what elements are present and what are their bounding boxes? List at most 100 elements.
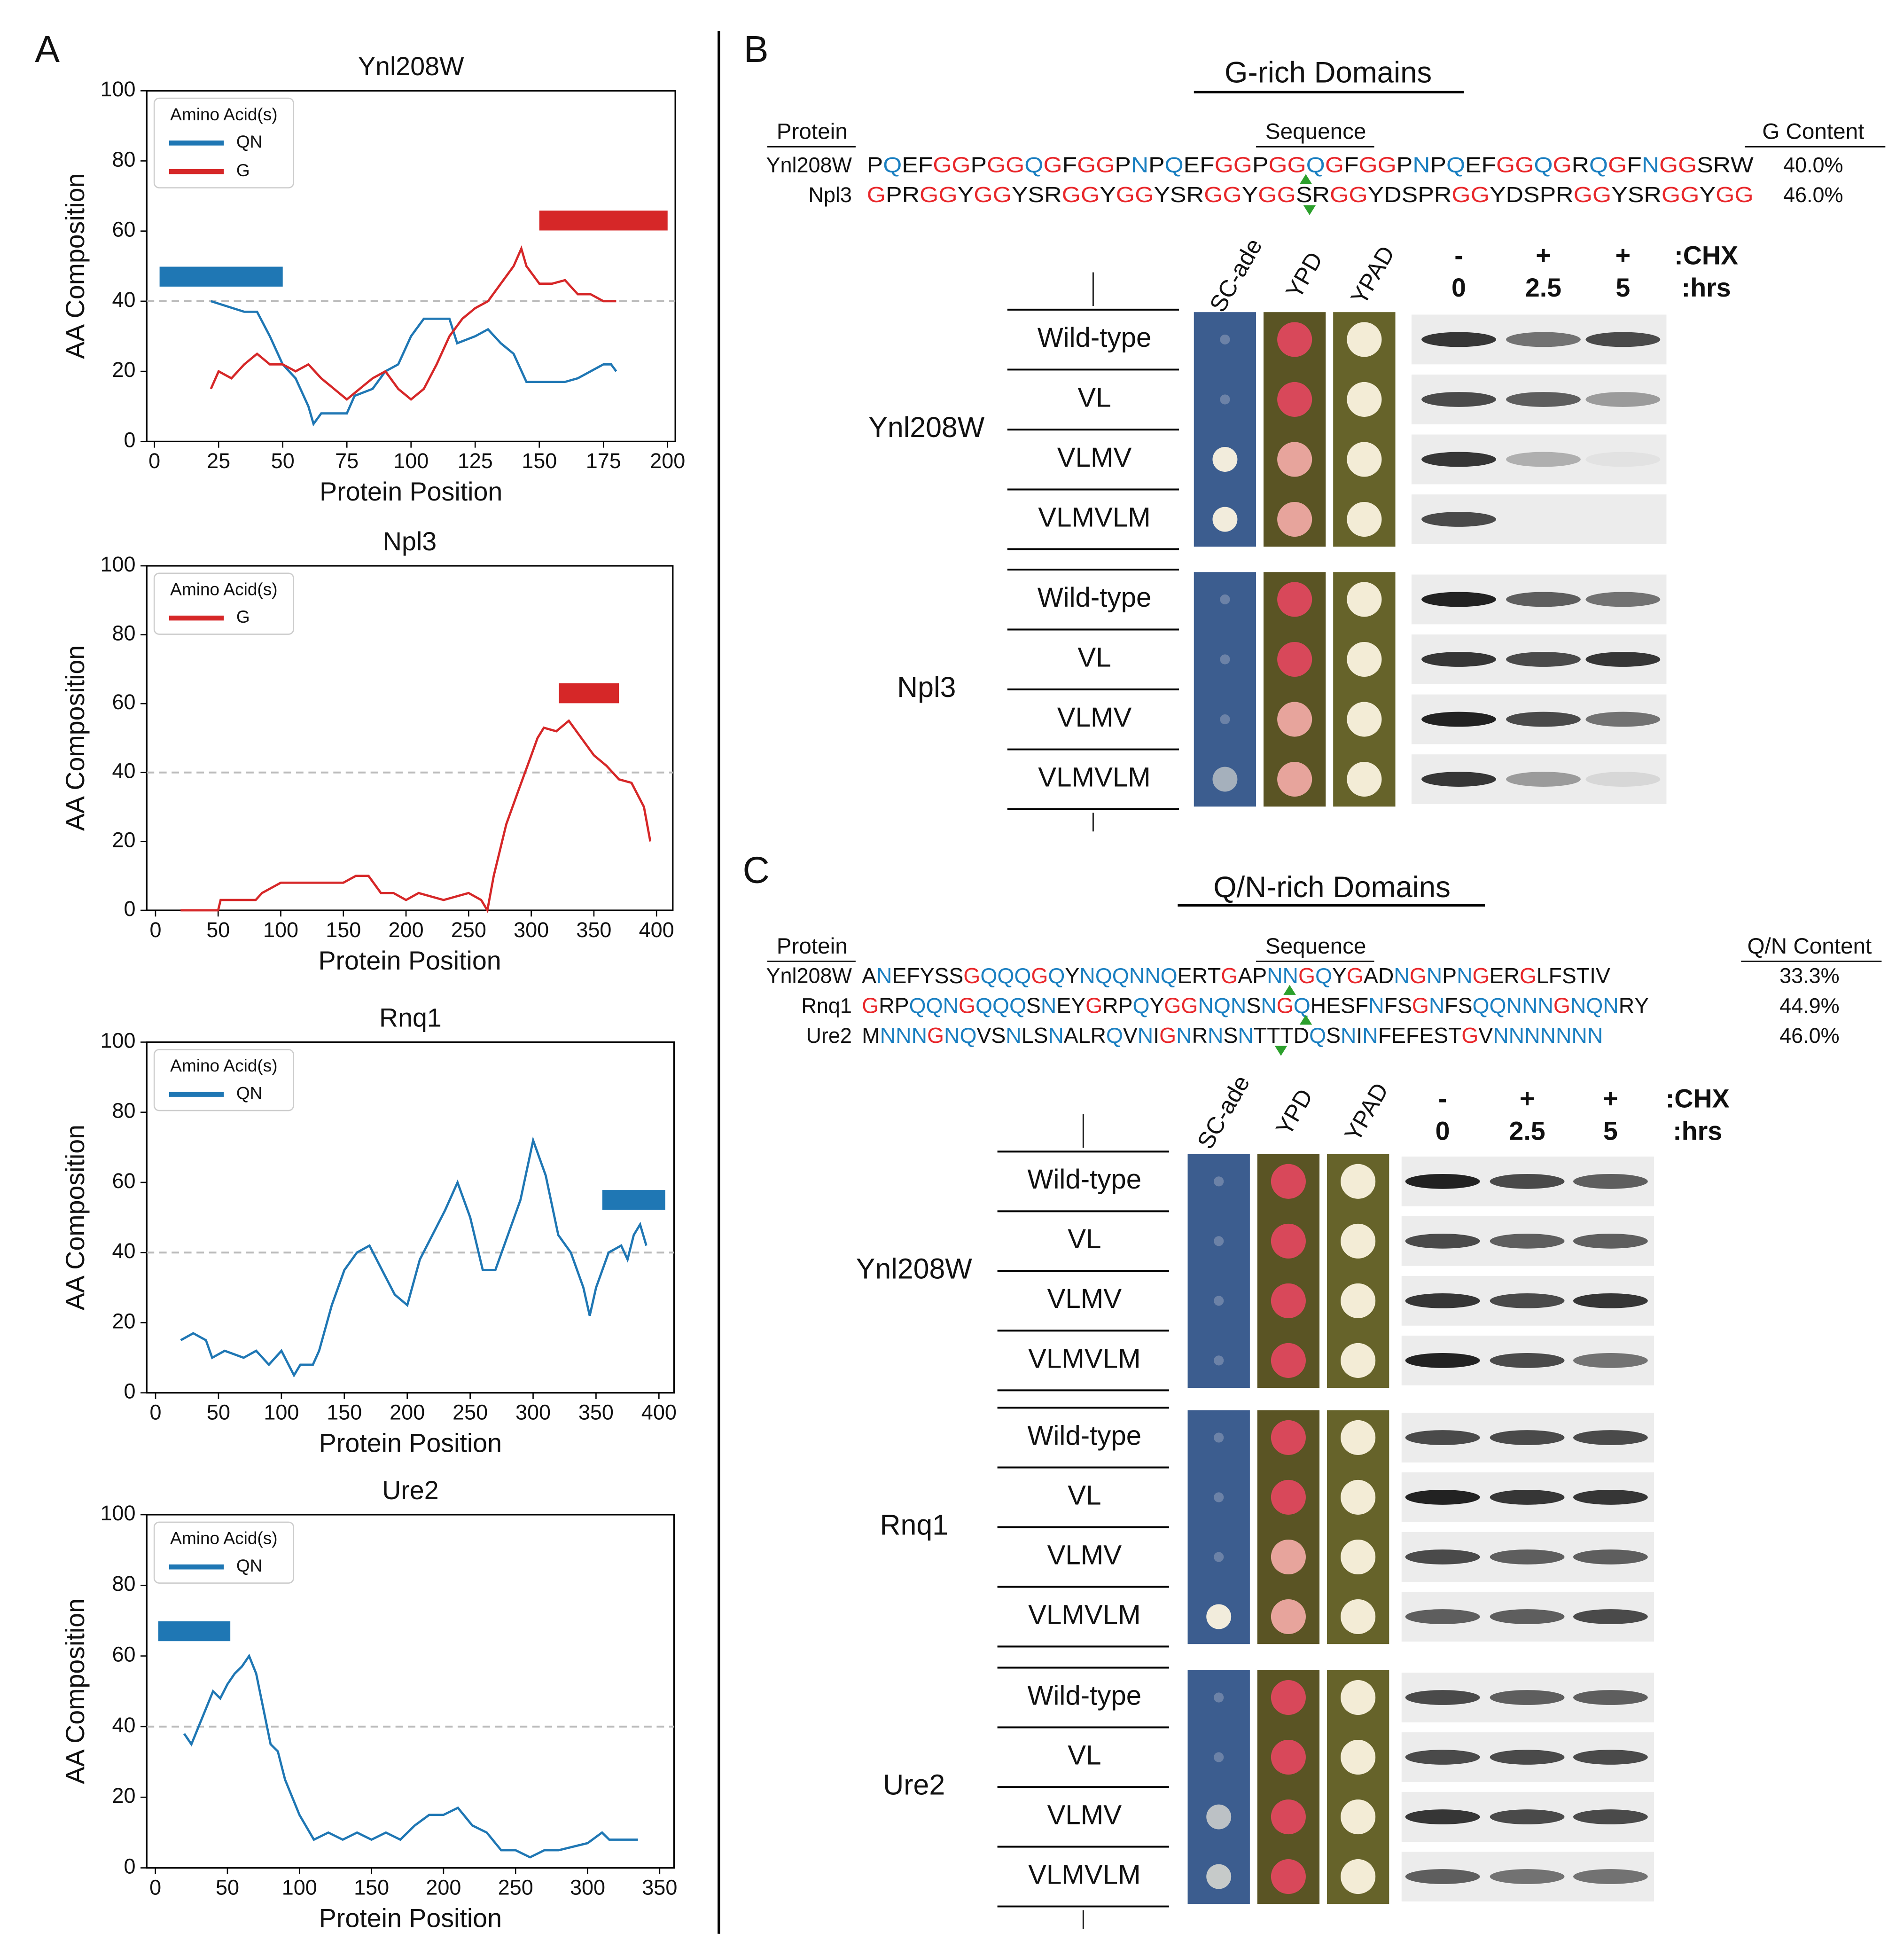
x-tick-label: 100 [263,918,298,942]
residue: Q [1490,993,1506,1018]
residue: T [1267,1023,1280,1048]
panel-label: A [35,28,60,70]
x-tick-label: 0 [150,1400,162,1424]
residue: G [1081,182,1100,207]
spot-sc-ade [1220,394,1230,405]
y-tick-label: 0 [124,1854,135,1878]
group-label: Ynl208W [856,1252,973,1284]
residue: Q [1095,963,1112,988]
x-tick-label: 125 [458,449,493,473]
blot-band [1506,712,1581,727]
y-tick-label: 100 [100,552,135,576]
residue: R [1556,182,1573,207]
residue: F [1549,963,1562,988]
site-marker [1274,1046,1288,1056]
residue: Y [1150,993,1164,1018]
residue: R [1090,1023,1106,1048]
residue: N [1394,963,1409,988]
residue: Q [992,993,1009,1018]
spot-ypd [1271,1539,1306,1575]
residue: G [1204,182,1223,207]
strain-label: VLMV [1047,1283,1122,1314]
spot-ypd [1271,1343,1306,1378]
group-label: Ure2 [883,1769,945,1801]
blot-band [1585,712,1661,727]
content-value: 46.0% [1783,183,1843,207]
spot-sc-ade [1214,1492,1224,1502]
protein-name: Ynl208W [766,153,852,177]
domain-bar [159,266,283,287]
residue: F [1627,153,1642,177]
y-tick-label: 80 [112,1572,135,1596]
media-label: YPAD [1339,1078,1394,1146]
spot-ypad [1341,1164,1376,1199]
x-tick-label: 100 [264,1400,299,1424]
residue: G [1223,182,1241,207]
x-tick-label: 400 [639,918,674,942]
hrs-value: 0 [1436,1116,1450,1145]
spot-sc-ade [1220,714,1230,725]
column-header: G Content [1762,119,1864,144]
residue: R [1619,993,1634,1018]
y-axis-label: AA Composition [61,1125,90,1310]
x-tick-label: 75 [335,449,359,473]
residue: Q [883,153,902,177]
residue: N [1041,993,1056,1018]
residue: N [1129,963,1145,988]
residue: R [1434,182,1451,207]
y-tick-label: 100 [100,1028,135,1052]
residue: E [1465,153,1481,177]
residue: S [1628,182,1644,207]
y-tick-label: 20 [112,358,135,382]
panel-label: B [744,28,769,70]
x-tick-label: 0 [149,1875,161,1899]
residue: P [1540,182,1556,207]
residue: N [1522,993,1537,1018]
residue: N [1506,993,1522,1018]
residue: Q [1161,963,1178,988]
residue: N [1524,1023,1540,1048]
residue: G [1135,182,1154,207]
blot-band [1506,332,1581,347]
spot-sc-ade [1214,1176,1224,1187]
legend-title: Amino Acid(s) [170,579,277,599]
residue: L [1022,1023,1034,1048]
residue: G [1277,182,1296,207]
column-header: Sequence [1265,119,1366,144]
blot-band [1573,1293,1648,1308]
blot-band [1585,452,1661,467]
residue: R [1186,182,1204,207]
residue: R [879,993,894,1018]
spot-ypad [1341,1343,1376,1378]
residue: G [993,182,1012,207]
x-tick-label: 0 [149,918,161,942]
strain-label: VL [1068,1224,1101,1254]
residue: G [1159,1023,1176,1048]
chx-label: :CHX [1666,1084,1730,1113]
residue: D [1378,963,1394,988]
residue: E [1419,1023,1434,1048]
spot-sc-ade [1220,654,1230,665]
blot-band [1490,1353,1565,1368]
residue: L [1537,963,1549,988]
residue: R [1192,963,1208,988]
chart-title: Rnq1 [379,1003,442,1033]
spot-sc-ade [1212,767,1238,792]
y-tick-label: 100 [100,77,135,101]
strain-label: Wild-type [1038,322,1152,353]
x-tick-label: 350 [578,1400,614,1424]
residue: N [1283,963,1298,988]
residue: T [1448,1023,1461,1048]
residue: A [1364,963,1378,988]
residue: G [1077,153,1096,177]
residue: A [862,963,876,988]
residue: D [1506,182,1523,207]
residue: E [1178,963,1192,988]
blot-band [1585,772,1661,787]
spot-sc-ade [1206,1864,1232,1889]
residue: G [1592,182,1611,207]
residue: Q [1446,153,1465,177]
residue: Q [1586,993,1603,1018]
residue: V [1123,1023,1138,1048]
